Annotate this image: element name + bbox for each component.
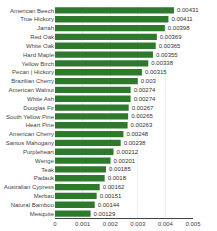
svg-text:0.00369: 0.00369 [160,34,182,40]
svg-text:Natural Bamboo: Natural Bamboo [11,202,55,208]
svg-text:0.003: 0.003 [141,78,157,84]
svg-text:0.00265: 0.00265 [131,113,153,119]
svg-text:Purpleheart: Purpleheart [23,149,54,155]
svg-text:0.00144: 0.00144 [98,202,120,208]
svg-text:0.00263: 0.00263 [131,122,153,128]
svg-text:0.00274: 0.00274 [134,87,156,93]
svg-text:True Hickory: True Hickory [20,16,54,22]
svg-text:0.00398: 0.00398 [168,25,190,31]
svg-text:Jarrah: Jarrah [37,25,54,31]
svg-text:0.00129: 0.00129 [94,211,116,217]
svg-text:0.0018: 0.0018 [108,175,127,181]
svg-text:0.00355: 0.00355 [156,52,178,58]
svg-text:Mesquite: Mesquite [30,211,55,217]
svg-text:American Cherry: American Cherry [9,131,54,137]
svg-text:0.00238: 0.00238 [124,140,146,146]
svg-text:0.00411: 0.00411 [171,16,193,22]
svg-text:0.00151: 0.00151 [100,193,122,199]
svg-text:0.00185: 0.00185 [109,166,131,172]
svg-text:Teak: Teak [41,167,55,173]
svg-text:Padauk: Padauk [34,175,55,181]
svg-text:0: 0 [53,221,57,227]
svg-text:American Walnut: American Walnut [9,87,55,93]
svg-text:Heart Pine: Heart Pine [26,122,55,128]
svg-text:Santos Mahogany: Santos Mahogany [6,140,54,146]
svg-text:South Yellow Pine: South Yellow Pine [6,114,55,120]
svg-text:0.005: 0.005 [185,221,201,227]
svg-text:White Ash: White Ash [27,96,54,102]
svg-text:Douglas Fir: Douglas Fir [23,105,54,111]
svg-text:0.00248: 0.00248 [126,131,148,137]
svg-text:0.001: 0.001 [75,221,91,227]
svg-text:0.00212: 0.00212 [117,149,139,155]
svg-text:0.00431: 0.00431 [177,7,199,13]
svg-text:Wenge: Wenge [35,158,55,164]
svg-text:American Beech: American Beech [10,8,54,14]
svg-text:0.003: 0.003 [130,221,146,227]
svg-text:0.00274: 0.00274 [134,96,156,102]
svg-text:0.00338: 0.00338 [151,60,173,66]
svg-text:Red Oak: Red Oak [30,34,55,40]
svg-text:Australian Cypress: Australian Cypress [4,184,54,190]
svg-text:0.002: 0.002 [103,221,119,227]
svg-text:0.00162: 0.00162 [103,184,125,190]
svg-text:0.004: 0.004 [158,221,174,227]
svg-text:0.00315: 0.00315 [145,69,167,75]
svg-text:Yellow Birch: Yellow Birch [22,61,54,67]
svg-text:Merbau: Merbau [34,193,54,199]
svg-text:Hard Maple: Hard Maple [23,52,55,58]
svg-text:0.00267: 0.00267 [132,105,154,111]
svg-text:White Oak: White Oak [26,43,55,49]
svg-text:Brazilian Cherry: Brazilian Cherry [11,78,54,84]
svg-text:0.00201: 0.00201 [113,158,135,164]
svg-text:Pecan | Hickory: Pecan | Hickory [12,69,54,75]
svg-text:0.00365: 0.00365 [159,43,181,49]
